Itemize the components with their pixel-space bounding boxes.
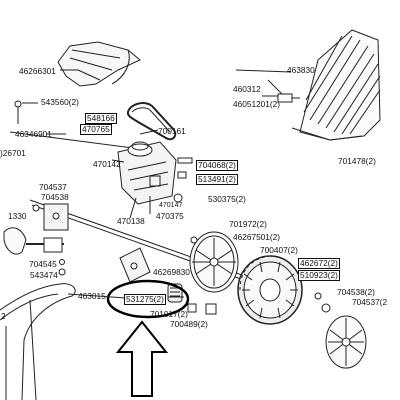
grass-bag-part: [57, 41, 141, 87]
part-label-704537-2: 704537(2: [352, 297, 388, 307]
part-label-470138: 470138: [117, 216, 145, 226]
part-label-704068: 704068(2): [196, 160, 238, 171]
part-label-46266301: 46266301: [19, 66, 56, 76]
part-label-46051201: 46051201(2): [233, 99, 281, 109]
part-label-510923: 510923(2): [298, 270, 340, 281]
part-label-46269830: 46269830: [153, 267, 190, 277]
part-label-548166: 548166: [85, 113, 117, 124]
part-label-463015: 463015: [78, 291, 106, 301]
bolt-part: [14, 100, 38, 124]
part-label-543474: 543474: [30, 270, 58, 280]
hinge-bracket-part: [262, 79, 300, 103]
part-label-26701: )26701: [0, 148, 26, 158]
highlight-circle: [106, 279, 190, 319]
part-label-470765: 470765: [80, 124, 112, 135]
part-label-543560: 543560(2): [41, 97, 79, 107]
part-label-1330: 1330: [8, 211, 27, 221]
pointer-arrow: [115, 320, 169, 397]
part-label-704538: 704538: [41, 192, 69, 202]
height-adjuster-part: [3, 227, 64, 255]
part-label-462672: 462672(2): [298, 258, 340, 269]
rear-cover-part: [291, 29, 381, 141]
part-label-2: 2: [1, 311, 6, 321]
drive-belt-part: [126, 102, 177, 141]
hubcap-part: [189, 231, 239, 293]
part-label-704538-2: 704538(2): [337, 287, 375, 297]
part-label-46346901: 46346901: [15, 129, 52, 139]
outer-hubcap-part: [325, 315, 367, 369]
part-label-470142: 470142: [93, 159, 121, 169]
part-label-701972: 701972(2): [229, 219, 267, 229]
gearbox-part: [117, 141, 177, 205]
part-label-701017: 701017(2): [150, 309, 188, 319]
part-label-460312: 460312: [233, 84, 261, 94]
part-label-531275: 531275(2): [124, 294, 166, 305]
part-label-463830: 463830: [287, 65, 315, 75]
part-label-700489: 700489(2): [170, 319, 208, 329]
part-label-530375: 530375(2): [208, 194, 246, 204]
rear-wheel-part: [237, 255, 303, 325]
part-label-470147: 470147: [159, 202, 183, 209]
part-label-470375: 470375: [156, 211, 184, 221]
part-label-700407: 700407(2): [260, 245, 298, 255]
axle-plate-part: [119, 247, 151, 283]
left-bracket-part: [32, 203, 69, 231]
part-label-700161: 700161: [158, 126, 186, 136]
part-label-704537: 704537: [39, 182, 67, 192]
part-label-46267501: 46267501(2): [233, 232, 281, 242]
part-label-701478: 701478(2): [338, 156, 376, 166]
part-label-704545: 704545: [29, 259, 57, 269]
part-label-513491: 513491(2): [196, 174, 238, 185]
handle-part: [0, 283, 76, 400]
